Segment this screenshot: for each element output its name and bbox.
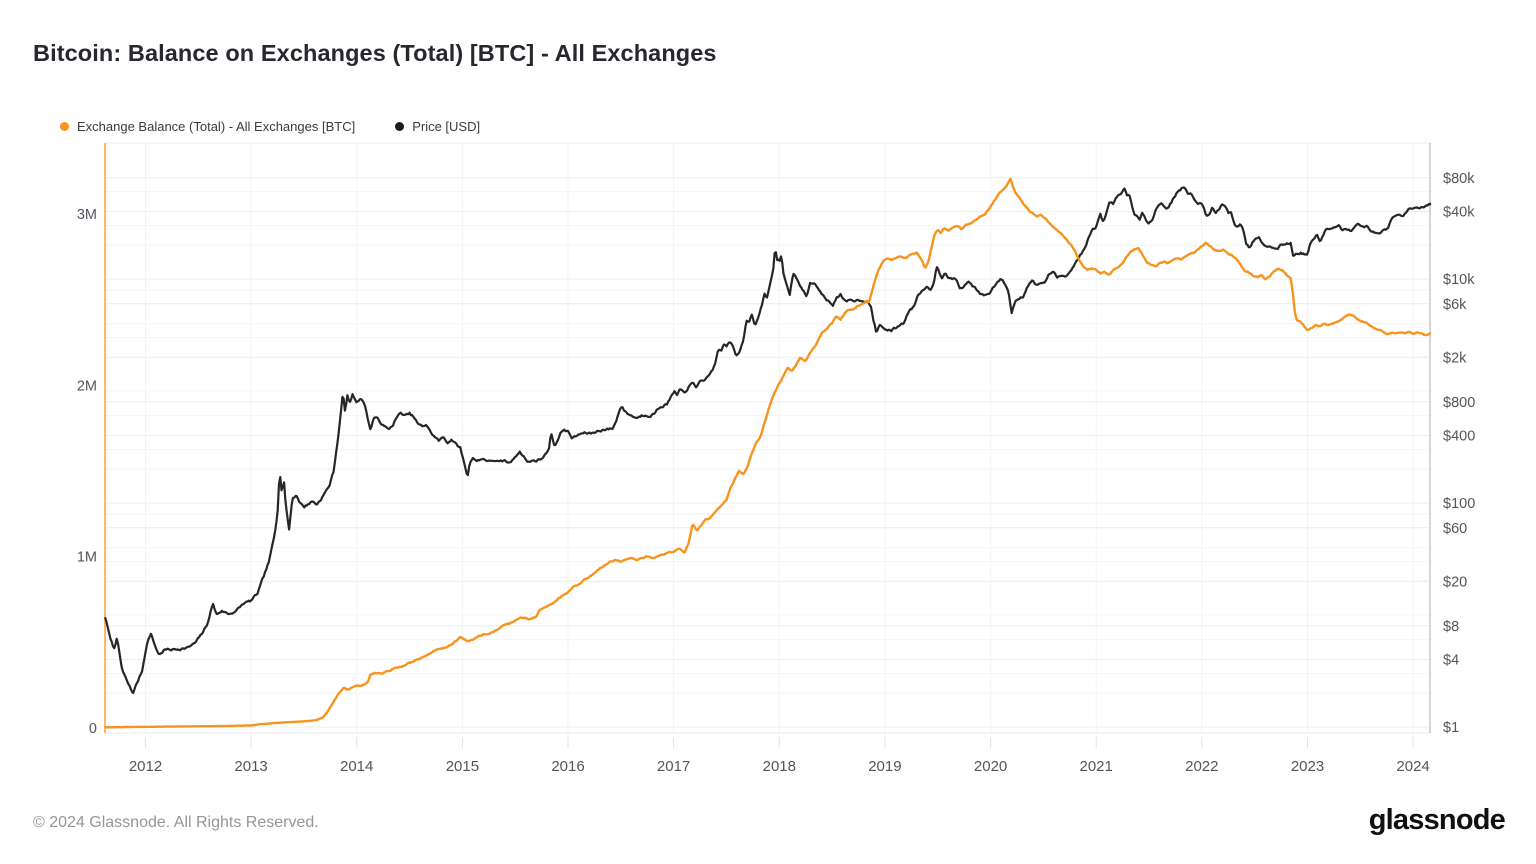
legend-dot-exchange-balance-icon xyxy=(60,122,69,131)
x-tick-label: 2018 xyxy=(763,758,796,775)
x-tick-label: 2017 xyxy=(657,758,690,775)
x-tick-label: 2015 xyxy=(446,758,479,775)
y-right-tick-label: $10k xyxy=(1443,272,1475,288)
y-left-tick-label: 0 xyxy=(89,721,97,737)
y-right-tick-label: $40k xyxy=(1443,205,1475,221)
y-left-tick-label: 2M xyxy=(77,378,97,394)
x-tick-label: 2019 xyxy=(868,758,901,775)
y-right-tick-label: $20 xyxy=(1443,574,1467,590)
x-tick-label: 2020 xyxy=(974,758,1007,775)
y-left-tick-label: 3M xyxy=(77,207,97,223)
y-right-tick-label: $60 xyxy=(1443,521,1467,537)
y-right-tick-label: $6k xyxy=(1443,297,1467,313)
x-tick-label: 2023 xyxy=(1291,758,1324,775)
x-tick-label: 2022 xyxy=(1185,758,1218,775)
x-tick-label: 2021 xyxy=(1080,758,1113,775)
x-tick-label: 2012 xyxy=(129,758,162,775)
page-title: Bitcoin: Balance on Exchanges (Total) [B… xyxy=(33,40,717,66)
glassnode-logo: glassnode xyxy=(1368,804,1506,836)
chart-canvas[interactable]: 2012 2013 2014 2015 2016 2017 2018 2019 2020 2021… xyxy=(0,0,1536,800)
y-right-tick-label: $1 xyxy=(1443,720,1459,736)
legend-dot-price-icon xyxy=(395,122,405,131)
x-tick-label: 2014 xyxy=(340,758,373,775)
y-left-tick-label: 1M xyxy=(77,550,97,566)
x-tick-label: 2013 xyxy=(234,758,267,775)
y-right-tick-label: $4 xyxy=(1443,653,1459,669)
x-tick-label: 2016 xyxy=(551,758,584,775)
footer-copyright: © 2024 Glassnode. All Rights Reserved. xyxy=(33,814,319,831)
legend-item-price[interactable]: Price [USD] xyxy=(395,119,480,134)
legend-label-price: Price [USD] xyxy=(412,119,481,134)
y-right-tick-label: $80k xyxy=(1443,171,1475,187)
legend-item-exchange-balance[interactable]: Exchange Balance (Total) - All Exchanges… xyxy=(60,119,355,134)
y-right-tick-label: $2k xyxy=(1443,350,1467,366)
y-right-tick-label: $800 xyxy=(1443,395,1475,411)
y-right-tick-label: $400 xyxy=(1443,429,1475,445)
legend: Exchange Balance (Total) - All Exchanges… xyxy=(60,119,480,134)
y-right-tick-label: $8 xyxy=(1443,619,1459,635)
series-line-price xyxy=(104,186,1432,695)
legend-label-exchange-balance: Exchange Balance (Total) - All Exchanges… xyxy=(77,119,356,134)
x-tick-label: 2024 xyxy=(1396,758,1429,775)
y-right-tick-label: $100 xyxy=(1443,496,1475,512)
series-line-exchange-balance xyxy=(104,177,1432,729)
